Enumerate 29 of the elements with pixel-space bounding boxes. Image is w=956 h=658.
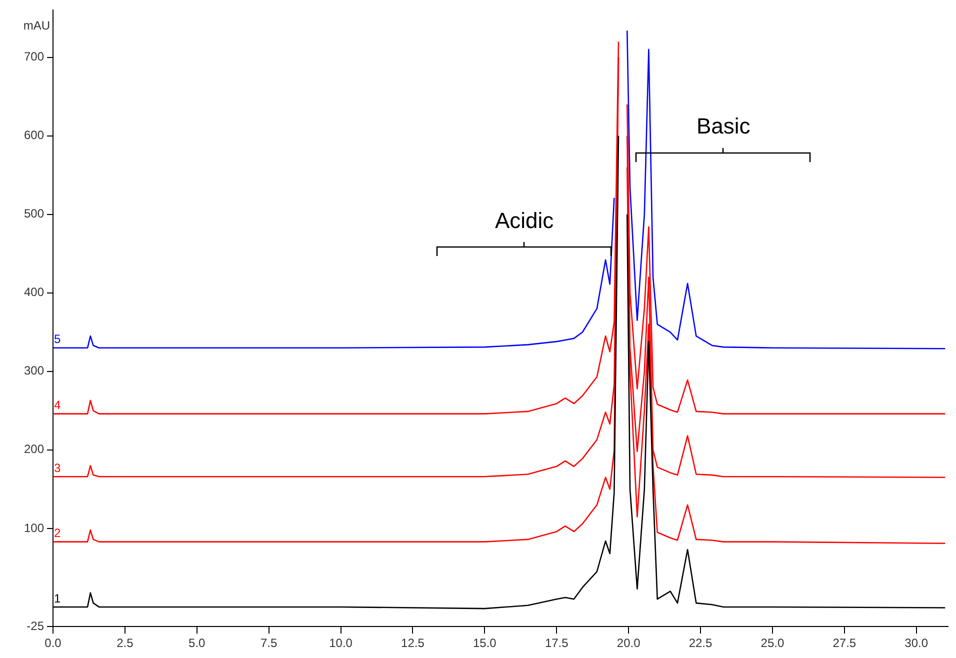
x-tick-label: 7.5 — [260, 636, 278, 650]
x-tick-label: 10.0 — [329, 636, 353, 650]
y-tick-label: 600 — [24, 128, 44, 142]
x-tick-label: 20.0 — [616, 636, 641, 650]
x-tick-label: 2.5 — [116, 636, 134, 650]
y-tick-label: 200 — [24, 442, 44, 456]
x-tick-label: 27.5 — [832, 636, 856, 650]
x-tick-label: 12.5 — [401, 636, 425, 650]
y-tick-label: 700 — [24, 50, 44, 64]
x-tick-label: 15.0 — [472, 636, 497, 650]
series-label: 3 — [54, 460, 61, 475]
y-tick-label: -25 — [26, 618, 44, 633]
annotation: Basic — [696, 114, 750, 139]
y-axis-title: mAU — [23, 18, 50, 33]
annotation: Acidic — [494, 208, 554, 234]
x-tick-label: 17.5 — [544, 636, 569, 650]
y-tick-label: 500 — [24, 206, 44, 221]
y-tick-label: 300 — [24, 364, 44, 378]
x-tick-label: 30.0 — [904, 636, 928, 650]
x-tick-label: 0.0 — [44, 636, 62, 650]
x-tick-label: 22.5 — [688, 636, 713, 650]
x-tick-label: 25.0 — [760, 636, 784, 650]
series-label: 1 — [54, 591, 61, 606]
series-label: 4 — [54, 398, 61, 412]
series-label: 5 — [54, 332, 61, 346]
x-tick-label: 5.0 — [188, 636, 206, 650]
y-tick-label: 100 — [24, 520, 44, 535]
series-label: 2 — [54, 526, 61, 540]
y-tick-label: 400 — [24, 285, 44, 300]
